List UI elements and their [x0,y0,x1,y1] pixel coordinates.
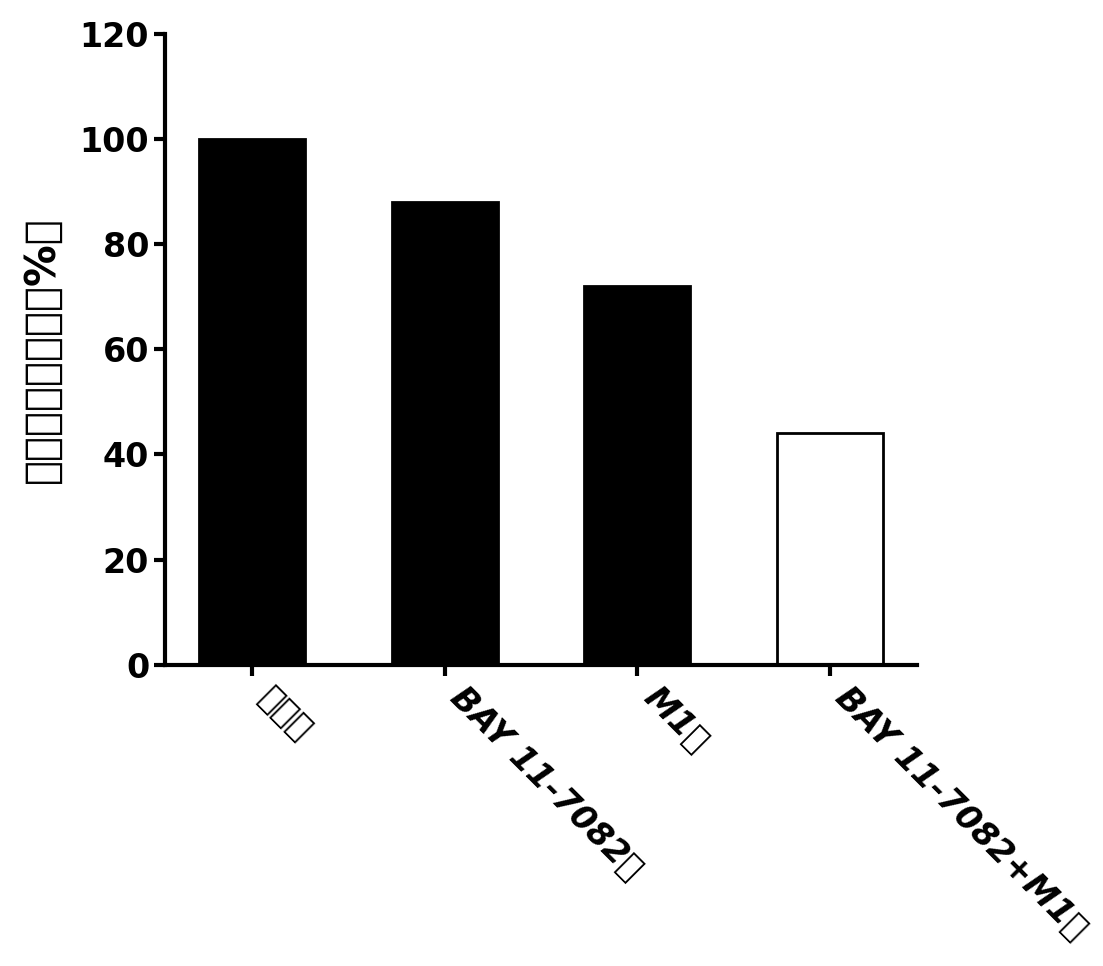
Bar [200,139,306,665]
Bar [585,286,690,665]
Bar [777,434,882,665]
Y-axis label: 相对细胞存活率（%）: 相对细胞存活率（%） [21,215,63,483]
Bar [392,202,497,665]
